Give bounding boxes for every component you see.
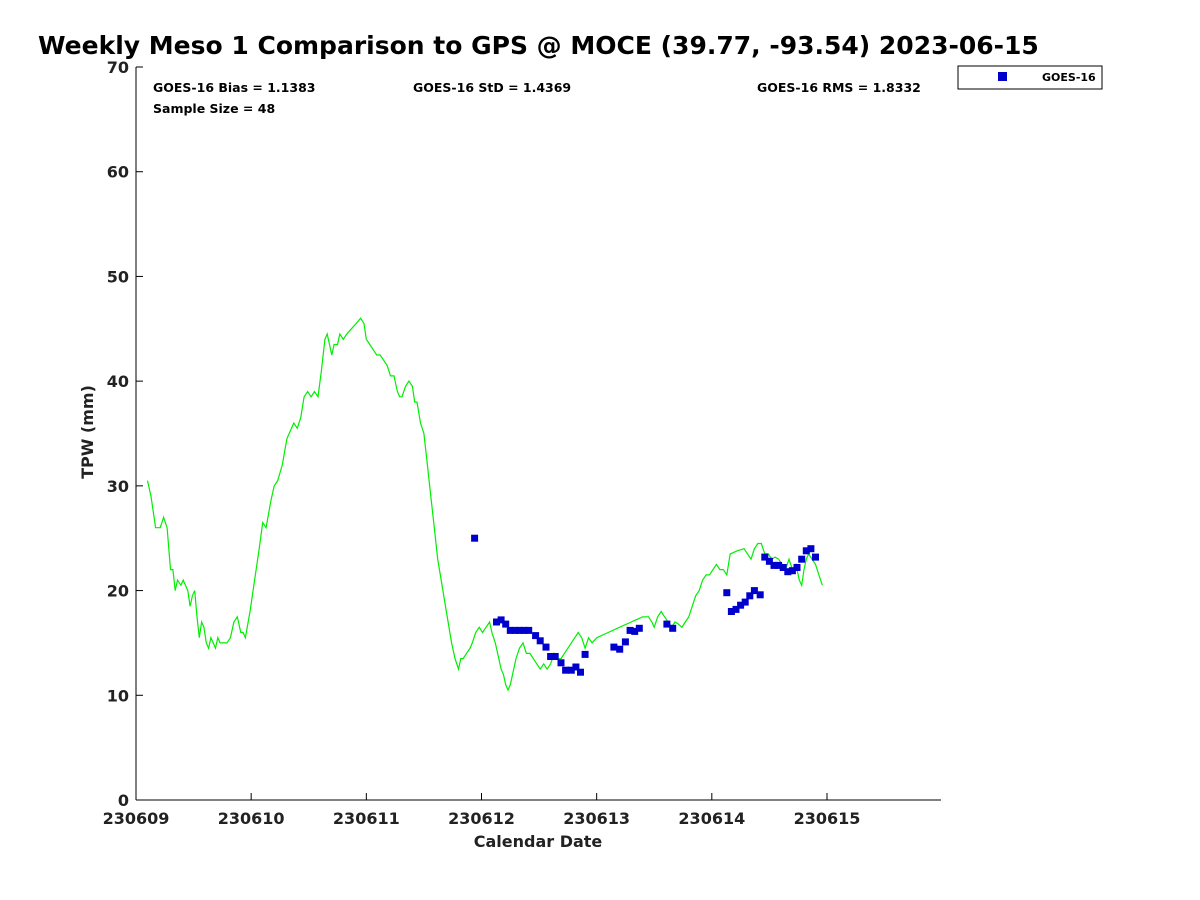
goes-point xyxy=(502,620,510,628)
goes-point xyxy=(551,653,559,660)
x-tick-label: 230609 xyxy=(103,809,170,828)
goes-point xyxy=(567,666,575,674)
gps-series-line xyxy=(146,317,823,692)
goes-point xyxy=(497,616,505,624)
y-axis-label: TPW (mm) xyxy=(78,385,97,479)
goes-point xyxy=(750,587,758,595)
x-tick-labels: 230609 230610 230611 230612 230613 230614 2306… xyxy=(103,809,861,828)
goes-point xyxy=(542,643,550,651)
goes-point xyxy=(727,608,735,615)
x-tick-label: 230615 xyxy=(794,809,861,828)
goes-point xyxy=(741,598,749,606)
goes-point xyxy=(788,567,796,575)
legend-box xyxy=(957,65,1103,90)
goes-point xyxy=(525,626,533,634)
y-tick-label: 40 xyxy=(107,372,129,391)
y-tick-label: 0 xyxy=(118,791,129,810)
legend-label-goes16: GOES-16 xyxy=(1042,71,1096,84)
goes-point xyxy=(626,626,634,634)
goes-point xyxy=(798,555,806,563)
stat-std: GOES-16 StD = 1.4369 xyxy=(413,80,571,95)
x-tick-label: 230613 xyxy=(563,809,630,828)
goes-point xyxy=(572,663,580,671)
y-tick-labels: 0 10 20 30 40 50 60 70 xyxy=(107,58,129,810)
goes-point xyxy=(610,643,618,651)
goes-point xyxy=(732,605,740,613)
goes-point xyxy=(723,589,731,597)
goes-point xyxy=(779,564,787,571)
goes-series-points xyxy=(471,534,819,676)
goes-point xyxy=(547,653,555,660)
goes-point xyxy=(631,627,639,635)
y-tick-label: 30 xyxy=(107,477,129,496)
stat-rms: GOES-16 RMS = 1.8332 xyxy=(757,80,921,95)
y-tick-label: 20 xyxy=(107,582,129,601)
goes-point xyxy=(746,592,754,600)
y-tick-label: 10 xyxy=(107,686,129,705)
x-tick-label: 230614 xyxy=(678,809,745,828)
chart-title: Weekly Meso 1 Comparison to GPS @ MOCE (… xyxy=(38,31,1039,60)
plot-axes xyxy=(135,66,941,801)
goes-point xyxy=(635,624,643,632)
goes-point xyxy=(770,561,778,569)
goes-point xyxy=(756,591,764,599)
goes-point xyxy=(506,626,514,634)
stat-sample-size: Sample Size = 48 xyxy=(153,101,275,116)
x-tick-label: 230612 xyxy=(448,809,515,828)
goes-point xyxy=(581,650,589,658)
goes-point xyxy=(616,645,624,653)
goes-point xyxy=(802,547,810,555)
goes-point xyxy=(663,620,671,628)
goes-point xyxy=(765,557,773,565)
y-tick-label: 50 xyxy=(107,267,129,286)
goes-point xyxy=(536,637,544,645)
plot-area xyxy=(146,317,823,692)
goes-point xyxy=(562,666,570,674)
y-tick-label: 70 xyxy=(107,58,129,77)
goes-point xyxy=(737,601,745,609)
goes-point xyxy=(493,618,500,626)
legend-marker-goes16 xyxy=(998,72,1007,81)
goes-point xyxy=(812,553,819,561)
stat-bias: GOES-16 Bias = 1.1383 xyxy=(153,80,315,95)
goes-point xyxy=(516,626,523,634)
goes-point xyxy=(761,553,769,561)
goes-point xyxy=(532,632,540,640)
y-tick-label: 60 xyxy=(107,163,129,182)
goes-point xyxy=(807,545,815,553)
goes-point xyxy=(775,561,783,569)
goes-point xyxy=(557,659,565,667)
legend: GOES-16 xyxy=(957,65,1103,90)
goes-point xyxy=(520,626,528,634)
x-tick-label: 230610 xyxy=(218,809,285,828)
goes-point xyxy=(577,668,584,676)
goes-point xyxy=(669,624,677,632)
goes-point xyxy=(793,564,801,571)
goes-point xyxy=(621,638,629,646)
x-tick-label: 230611 xyxy=(333,809,400,828)
goes-point xyxy=(784,568,792,576)
goes-point xyxy=(511,626,519,634)
goes-point xyxy=(471,534,479,542)
x-axis-label: Calendar Date xyxy=(474,832,603,851)
